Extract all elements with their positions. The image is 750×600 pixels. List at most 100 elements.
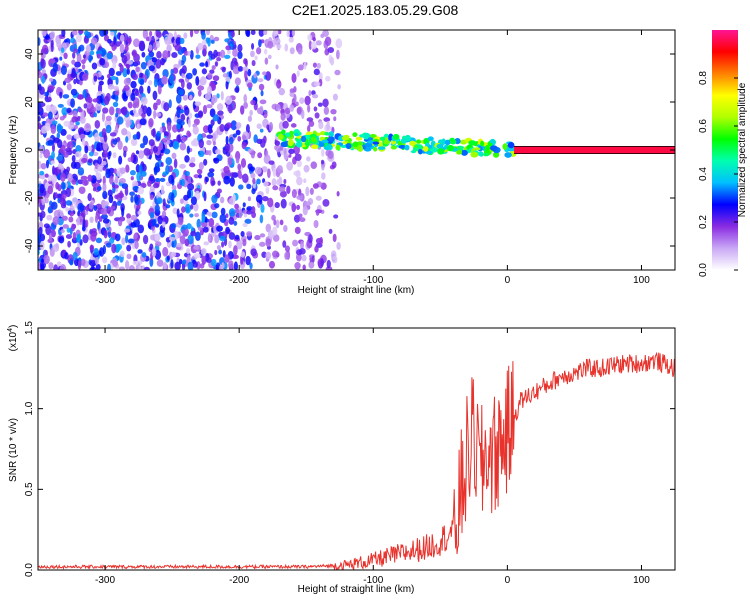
heatmap-cell xyxy=(294,153,302,161)
heatmap-cell xyxy=(237,65,244,72)
heatmap-cell xyxy=(333,214,339,219)
heatmap-cell xyxy=(57,125,64,131)
heatmap-cell xyxy=(352,141,359,148)
heatmap-cell xyxy=(182,94,188,101)
heatmap-cell xyxy=(147,180,152,187)
heatmap-cell xyxy=(172,207,178,215)
heatmap-cell xyxy=(161,138,168,143)
heatmap-cell xyxy=(125,164,130,173)
heatmap-cell xyxy=(70,72,78,78)
heatmap-cell xyxy=(179,235,186,245)
spectrogram-x-axis: -300 -200 -100 0 100 xyxy=(95,30,650,286)
heatmap-cell xyxy=(77,46,82,53)
heatmap-cell xyxy=(74,61,82,68)
heatmap-cell xyxy=(88,151,94,157)
heatmap-cell xyxy=(309,187,314,195)
heatmap-cell xyxy=(232,133,238,138)
heatmap-cell xyxy=(181,224,188,230)
heatmap-cell xyxy=(219,196,225,204)
heatmap-cell xyxy=(115,41,121,47)
heatmap-cell xyxy=(199,76,207,86)
heatmap-cell xyxy=(148,139,155,147)
heatmap-cell xyxy=(258,83,265,91)
svg-text:(x104): (x104) xyxy=(7,325,19,352)
heatmap-cell xyxy=(392,133,400,140)
heatmap-cell xyxy=(115,233,121,242)
heatmap-cell xyxy=(409,140,416,146)
heatmap-cell xyxy=(237,44,243,53)
heatmap-cell xyxy=(186,254,191,265)
heatmap-cell xyxy=(171,223,177,229)
heatmap-cell xyxy=(125,119,131,128)
heatmap-cell xyxy=(106,52,113,60)
heatmap-cell xyxy=(227,49,231,55)
heatmap-cell xyxy=(110,76,117,81)
heatmap-cell xyxy=(148,51,155,58)
heatmap-cell xyxy=(315,195,322,201)
heatmap-cell xyxy=(190,204,194,210)
heatmap-cell xyxy=(100,208,108,216)
heatmap-cell xyxy=(63,52,68,60)
heatmap-cell xyxy=(53,137,60,143)
heatmap-cell xyxy=(132,73,138,81)
heatmap-cell xyxy=(296,176,303,186)
heatmap-cell xyxy=(48,85,56,90)
heatmap-cell xyxy=(307,104,311,113)
heatmap-cell xyxy=(112,152,117,159)
heatmap-cell xyxy=(275,64,279,70)
heatmap-cell xyxy=(136,171,142,182)
heatmap-cell xyxy=(291,189,297,199)
heatmap-cell xyxy=(69,211,74,217)
heatmap-cell xyxy=(214,249,218,256)
heatmap-cell xyxy=(224,254,230,263)
heatmap-cell xyxy=(254,234,261,241)
heatmap-cell xyxy=(185,72,193,80)
y-tick-label: 1.5 xyxy=(24,321,35,335)
heatmap-cell xyxy=(121,54,128,64)
x-tick-label: -300 xyxy=(95,575,115,586)
heatmap-cell xyxy=(106,206,111,214)
heatmap-cell xyxy=(225,79,229,90)
heatmap-cell xyxy=(313,219,319,229)
heatmap-cell xyxy=(220,90,224,101)
heatmap-cell xyxy=(250,172,256,179)
heatmap-cell xyxy=(215,266,219,270)
heatmap-cell xyxy=(90,232,97,242)
heatmap-cell xyxy=(102,190,108,200)
heatmap-cell xyxy=(210,258,217,267)
snr-y-label: SNR (10 * v/v) xyxy=(8,418,19,482)
heatmap-cell xyxy=(263,135,267,144)
heatmap-cell xyxy=(241,134,247,141)
heatmap-cell xyxy=(72,231,77,241)
heatmap-cell xyxy=(165,156,173,166)
heatmap-cell xyxy=(283,152,289,161)
heatmap-cell xyxy=(166,44,172,53)
heatmap-cell xyxy=(252,177,256,185)
heatmap-cell xyxy=(107,151,111,160)
heatmap-cell xyxy=(296,160,302,168)
heatmap-cell xyxy=(250,30,256,36)
x-tick-label: -200 xyxy=(229,575,249,586)
heatmap-cell xyxy=(317,102,323,107)
heatmap-cell xyxy=(77,202,84,213)
heatmap-cell xyxy=(97,165,104,171)
heatmap-cell xyxy=(197,42,203,51)
heatmap-cell xyxy=(61,30,66,38)
heatmap-cell xyxy=(320,159,325,165)
heatmap-cell xyxy=(129,170,136,176)
heatmap-cell xyxy=(134,240,139,250)
heatmap-cell xyxy=(294,226,301,235)
heatmap-cell xyxy=(83,103,88,109)
heatmap-cell xyxy=(293,93,297,104)
heatmap-cell xyxy=(181,136,188,142)
heatmap-cell xyxy=(228,103,233,114)
heatmap-cell xyxy=(335,144,341,151)
heatmap-cell xyxy=(483,152,490,157)
heatmap-cell xyxy=(193,253,201,259)
heatmap-cell xyxy=(41,44,49,55)
heatmap-cell xyxy=(179,163,186,169)
heatmap-cell xyxy=(149,243,154,251)
heatmap-cell xyxy=(184,106,190,116)
heatmap-cell xyxy=(230,120,238,131)
